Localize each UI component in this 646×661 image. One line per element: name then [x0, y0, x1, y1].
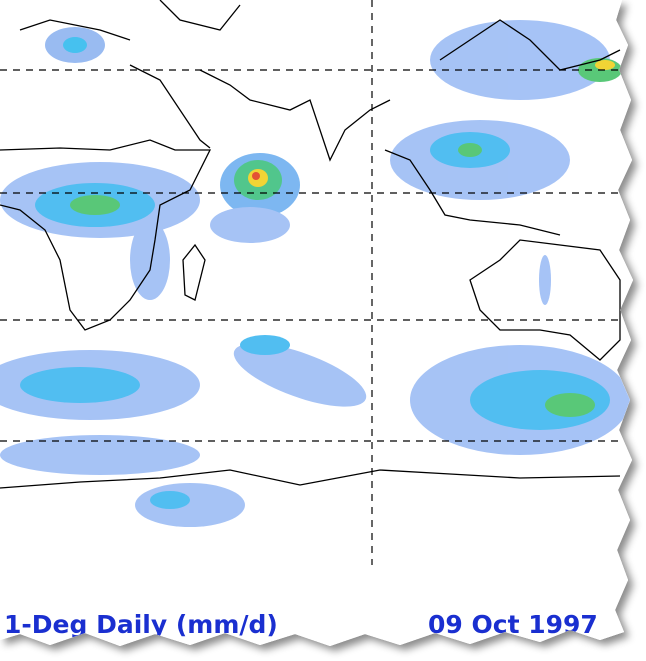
map-background	[0, 0, 640, 650]
coastlines	[0, 0, 621, 489]
product-label: 1-Deg Daily (mm/d)	[4, 610, 278, 639]
precipitation-field	[0, 20, 630, 527]
date-label: 09 Oct 1997	[428, 610, 598, 639]
map: 1-Deg Daily (mm/d) 09 Oct 1997	[0, 0, 640, 650]
graticule	[0, 0, 633, 565]
